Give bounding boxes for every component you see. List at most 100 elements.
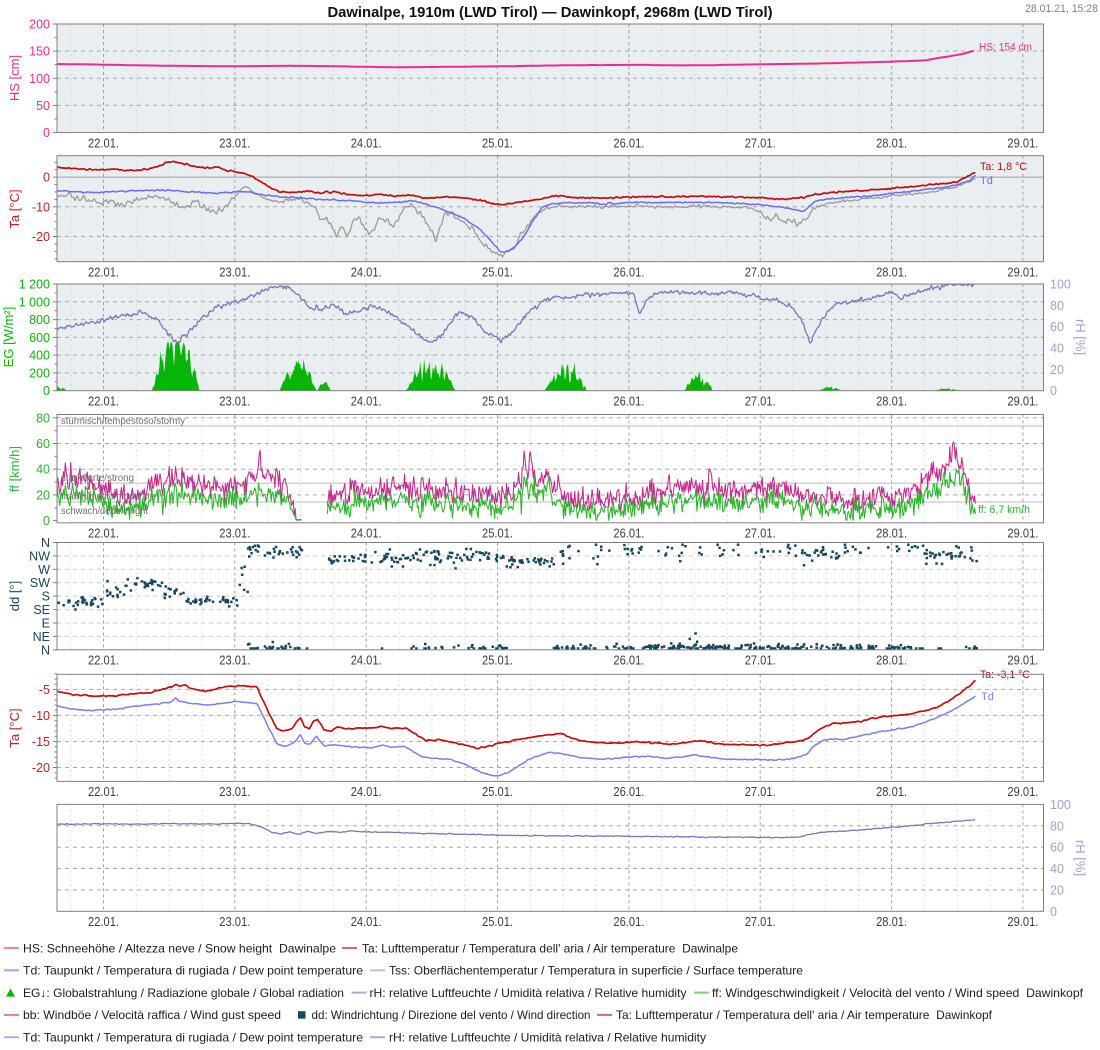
svg-text:SE: SE — [33, 603, 50, 617]
svg-text:23.01.: 23.01. — [219, 785, 250, 799]
svg-text:SW: SW — [30, 576, 50, 590]
svg-text:23.01.: 23.01. — [219, 915, 250, 929]
svg-text:Ta: Lufttemperatur / Temperatu: Ta: Lufttemperatur / Temperatura dell' a… — [362, 941, 738, 955]
svg-text:1 000: 1 000 — [19, 295, 50, 309]
svg-text:25.01.: 25.01. — [482, 654, 513, 668]
svg-text:25.01.: 25.01. — [482, 915, 513, 929]
svg-text:stürmisch/tempestoso/stormy: stürmisch/tempestoso/stormy — [61, 415, 186, 427]
svg-text:80: 80 — [1050, 819, 1064, 833]
svg-text:rH [%]: rH [%] — [1073, 319, 1088, 355]
svg-text:60: 60 — [36, 437, 50, 451]
svg-text:Td: Td — [980, 175, 993, 187]
svg-text:27.01.: 27.01. — [745, 265, 776, 279]
svg-text:dd [°]: dd [°] — [7, 581, 22, 612]
svg-text:Td: Td — [981, 691, 994, 703]
svg-text:28.01.21, 15:28: 28.01.21, 15:28 — [1025, 3, 1098, 15]
svg-text:rH: relative Luftfeuchte / Umi: rH: relative Luftfeuchte / Umidità relat… — [389, 1031, 706, 1045]
svg-text:rH [%]: rH [%] — [1073, 840, 1088, 876]
svg-text:26.01.: 26.01. — [613, 136, 644, 150]
svg-text:60: 60 — [1050, 841, 1064, 855]
svg-text:22.01.: 22.01. — [88, 394, 119, 408]
svg-text:29.01.: 29.01. — [1007, 265, 1038, 279]
svg-text:Ta [°C]: Ta [°C] — [7, 189, 22, 228]
svg-text:-20: -20 — [32, 230, 50, 244]
svg-text:27.01.: 27.01. — [745, 527, 776, 541]
svg-text:26.01.: 26.01. — [613, 785, 644, 799]
svg-text:dd: Windrichtung / Direzione d: dd: Windrichtung / Direzione del vento /… — [312, 1008, 591, 1022]
svg-text:20: 20 — [1050, 363, 1064, 377]
svg-text:0: 0 — [43, 171, 50, 185]
svg-text:400: 400 — [29, 349, 50, 363]
svg-text:25.01.: 25.01. — [482, 136, 513, 150]
svg-text:Ta: -3,1 °C: Ta: -3,1 °C — [980, 669, 1030, 681]
svg-text:40: 40 — [36, 463, 50, 477]
svg-text:24.01.: 24.01. — [351, 265, 382, 279]
svg-text:mäßig/medio/moderate: mäßig/medio/moderate — [61, 491, 155, 503]
svg-text:29.01.: 29.01. — [1007, 394, 1038, 408]
svg-text:N: N — [41, 536, 50, 550]
svg-text:28.01.: 28.01. — [876, 265, 907, 279]
svg-text:29.01.: 29.01. — [1007, 527, 1038, 541]
svg-text:29.01.: 29.01. — [1007, 785, 1038, 799]
svg-text:rH: relative Luftfeuchte / Umi: rH: relative Luftfeuchte / Umidità relat… — [370, 986, 687, 1000]
svg-text:0: 0 — [43, 514, 50, 528]
svg-text:50: 50 — [36, 99, 50, 113]
svg-text:26.01.: 26.01. — [613, 265, 644, 279]
svg-text:100: 100 — [1050, 798, 1071, 812]
svg-text:22.01.: 22.01. — [88, 527, 119, 541]
svg-text:Ta: 1,8 °C: Ta: 1,8 °C — [980, 161, 1027, 173]
svg-text:22.01.: 22.01. — [88, 785, 119, 799]
svg-text:W: W — [38, 563, 50, 577]
svg-text:20: 20 — [36, 488, 50, 502]
svg-text:22.01.: 22.01. — [88, 265, 119, 279]
svg-text:27.01.: 27.01. — [745, 654, 776, 668]
svg-text:27.01.: 27.01. — [745, 394, 776, 408]
svg-text:26.01.: 26.01. — [613, 394, 644, 408]
svg-text:0: 0 — [1050, 905, 1057, 919]
svg-text:Td: Taupunkt / Temperatura di: Td: Taupunkt / Temperatura di rugiada / … — [23, 964, 363, 978]
svg-text:24.01.: 24.01. — [351, 136, 382, 150]
svg-text:23.01.: 23.01. — [219, 654, 250, 668]
svg-text:Ta: Lufttemperatur / Temperatu: Ta: Lufttemperatur / Temperatura dell' a… — [616, 1008, 993, 1022]
svg-text:ff: 6,7 km/h: ff: 6,7 km/h — [978, 504, 1030, 516]
svg-text:24.01.: 24.01. — [351, 785, 382, 799]
svg-text:29.01.: 29.01. — [1007, 136, 1038, 150]
svg-text:N: N — [41, 643, 50, 657]
svg-text:800: 800 — [29, 313, 50, 327]
svg-text:22.01.: 22.01. — [88, 915, 119, 929]
svg-text:Ta [°C]: Ta [°C] — [7, 708, 22, 747]
svg-text:stark/forte/strong: stark/forte/strong — [61, 472, 134, 484]
svg-text:23.01.: 23.01. — [219, 136, 250, 150]
svg-text:27.01.: 27.01. — [745, 915, 776, 929]
svg-text:E: E — [42, 617, 50, 631]
svg-text:80: 80 — [36, 411, 50, 425]
svg-text:26.01.: 26.01. — [613, 527, 644, 541]
svg-text:28.01.: 28.01. — [876, 785, 907, 799]
svg-text:80: 80 — [1050, 299, 1064, 313]
svg-text:200: 200 — [29, 18, 50, 32]
svg-text:29.01.: 29.01. — [1007, 654, 1038, 668]
svg-text:0: 0 — [1050, 384, 1057, 398]
svg-text:100: 100 — [1050, 278, 1071, 292]
svg-text:28.01.: 28.01. — [876, 915, 907, 929]
svg-text:-20: -20 — [32, 761, 50, 775]
svg-text:1 200: 1 200 — [19, 278, 50, 292]
svg-text:HS [cm]: HS [cm] — [7, 55, 22, 101]
svg-text:28.01.: 28.01. — [876, 136, 907, 150]
svg-text:20: 20 — [1050, 883, 1064, 897]
svg-text:25.01.: 25.01. — [482, 527, 513, 541]
svg-text:25.01.: 25.01. — [482, 785, 513, 799]
svg-text:27.01.: 27.01. — [745, 785, 776, 799]
svg-text:26.01.: 26.01. — [613, 915, 644, 929]
svg-text:25.01.: 25.01. — [482, 265, 513, 279]
svg-text:ff: Windgeschwindigkeit / Velo: ff: Windgeschwindigkeit / Velocità del v… — [712, 986, 1084, 1000]
svg-text:40: 40 — [1050, 342, 1064, 356]
svg-text:Dawinalpe, 1910m (LWD Tirol) —: Dawinalpe, 1910m (LWD Tirol) — Dawinkopf… — [328, 4, 773, 21]
svg-text:HS: Schneehöhe / Altezza neve: HS: Schneehöhe / Altezza neve / Snow hei… — [23, 941, 336, 955]
svg-text:22.01.: 22.01. — [88, 136, 119, 150]
svg-text:27.01.: 27.01. — [745, 136, 776, 150]
svg-text:0: 0 — [43, 384, 50, 398]
svg-text:100: 100 — [29, 72, 50, 86]
svg-text:NW: NW — [29, 549, 50, 563]
svg-text:28.01.: 28.01. — [876, 527, 907, 541]
